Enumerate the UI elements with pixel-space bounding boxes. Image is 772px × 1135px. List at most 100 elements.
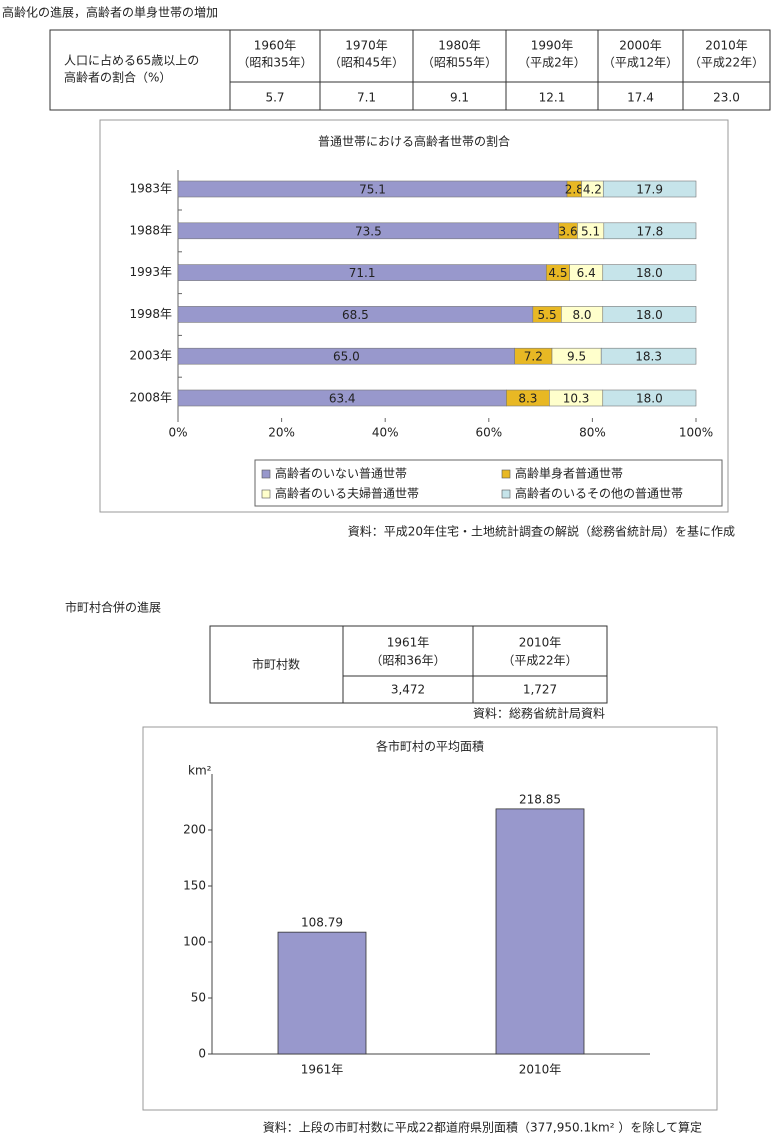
column-year: 2010年 xyxy=(705,39,748,53)
data-label: 18.0 xyxy=(636,308,663,322)
data-label: 65.0 xyxy=(333,350,360,364)
column-era: （平成2年） xyxy=(518,56,586,70)
data-label: 17.9 xyxy=(636,183,663,197)
data-label: 7.2 xyxy=(524,350,543,364)
data-label: 8.0 xyxy=(572,308,591,322)
table-border xyxy=(49,29,771,111)
y-tick-label: 1988年 xyxy=(129,223,172,237)
column-year: 1980年 xyxy=(438,39,481,53)
table-value: 1,727 xyxy=(523,683,557,697)
y-tick-label: 100 xyxy=(183,935,206,949)
legend-label: 高齢単身者普通世帯 xyxy=(515,466,623,481)
data-label: 9.5 xyxy=(567,350,586,364)
source-note: 資料：総務省統計局資料 xyxy=(473,706,605,721)
column-year: 1990年 xyxy=(531,39,574,53)
y-tick-label: 2008年 xyxy=(129,391,172,405)
column-era: （平成22年） xyxy=(502,654,577,668)
legend-swatch xyxy=(261,469,271,479)
legend-label: 高齢者のいるその他の普通世帯 xyxy=(515,486,683,501)
y-tick-label: 200 xyxy=(183,823,206,837)
data-label: 71.1 xyxy=(349,266,376,280)
y-tick-label: 2003年 xyxy=(129,349,172,363)
data-label: 2.8 xyxy=(565,183,584,197)
source-note: 資料：上段の市町村数に平成22都道府県別面積（377,950.1km² ）を除し… xyxy=(263,1120,702,1135)
source-note: 資料：平成20年住宅・土地統計調査の解説（総務省統計局）を基に作成 xyxy=(348,524,735,539)
x-tick-label: 0% xyxy=(168,426,187,440)
bar xyxy=(495,808,585,1055)
bar-segment xyxy=(602,306,697,323)
section-title: 市町村合併の進展 xyxy=(65,600,161,615)
bar-segment xyxy=(602,264,697,281)
y-tick-label: 50 xyxy=(191,991,206,1005)
data-label: 68.5 xyxy=(342,308,369,322)
bar-segment xyxy=(600,347,697,365)
data-label: 218.85 xyxy=(519,792,561,806)
data-label: 3.6 xyxy=(559,224,578,238)
column-era: （昭和45年） xyxy=(329,56,404,70)
x-tick-label: 40% xyxy=(372,426,399,440)
section-title: 高齢化の進展，高齢者の単身世帯の増加 xyxy=(2,5,218,20)
table-value: 7.1 xyxy=(357,91,376,105)
legend-swatch xyxy=(501,489,511,499)
column-era: （平成22年） xyxy=(689,56,764,70)
data-label: 73.5 xyxy=(355,224,382,238)
x-tick-label: 80% xyxy=(579,426,606,440)
chart-title: 普通世帯における高齢者世帯の割合 xyxy=(318,134,510,149)
table-value: 9.1 xyxy=(450,91,469,105)
data-label: 18.0 xyxy=(636,266,663,280)
column-era: （平成12年） xyxy=(603,56,678,70)
column-era: （昭和36年） xyxy=(370,654,445,668)
column-year: 2010年 xyxy=(519,636,562,650)
chart-frame xyxy=(142,726,718,1111)
legend-swatch xyxy=(261,489,271,499)
x-tick-label: 60% xyxy=(475,426,502,440)
data-label: 4.2 xyxy=(583,183,602,197)
y-tick-label: 150 xyxy=(183,879,206,893)
data-label: 108.79 xyxy=(301,916,343,930)
x-tick-label: 100% xyxy=(679,426,713,440)
legend-label: 高齢者のいない普通世帯 xyxy=(275,466,407,481)
data-label: 17.8 xyxy=(637,224,664,238)
table-value: 5.7 xyxy=(265,91,284,105)
data-label: 18.0 xyxy=(636,392,663,406)
data-label: 10.3 xyxy=(563,392,590,406)
table-border xyxy=(209,625,608,704)
bar-segment xyxy=(603,222,697,240)
y-tick-label: 1993年 xyxy=(129,265,172,279)
data-label: 8.3 xyxy=(518,392,537,406)
column-era: （昭和35年） xyxy=(237,56,312,70)
x-tick-label: 2010年 xyxy=(519,1063,562,1077)
data-label: 18.3 xyxy=(635,350,662,364)
column-year: 1960年 xyxy=(254,39,297,53)
bar-segment xyxy=(602,389,697,407)
y-tick-label: 1998年 xyxy=(129,307,172,321)
legend-swatch xyxy=(501,469,511,479)
bar-segment xyxy=(602,180,697,198)
chart-title: 各市町村の平均面積 xyxy=(376,739,484,754)
row-header: 高齢者の割合（%） xyxy=(64,70,171,85)
column-year: 1961年 xyxy=(387,636,430,650)
data-label: 63.4 xyxy=(329,392,356,406)
data-label: 4.5 xyxy=(548,266,567,280)
table-value: 23.0 xyxy=(713,91,740,105)
legend-box xyxy=(254,459,723,507)
data-label: 5.1 xyxy=(581,224,600,238)
y-tick-label: 1983年 xyxy=(129,182,172,196)
data-label: 75.1 xyxy=(359,183,386,197)
legend-label: 高齢者のいる夫婦普通世帯 xyxy=(275,486,419,501)
table-value: 17.4 xyxy=(627,91,654,105)
table-value: 3,472 xyxy=(391,683,425,697)
data-label: 6.4 xyxy=(577,266,596,280)
y-axis-label: km² xyxy=(188,764,212,778)
column-year: 1970年 xyxy=(345,39,388,53)
bar xyxy=(277,931,367,1055)
y-tick-label: 0 xyxy=(198,1047,206,1061)
data-label: 5.5 xyxy=(538,308,557,322)
row-header: 市町村数 xyxy=(252,657,300,672)
column-year: 2000年 xyxy=(619,39,662,53)
table-value: 12.1 xyxy=(539,91,566,105)
row-header: 人口に占める65歳以上の xyxy=(64,53,199,68)
x-tick-label: 20% xyxy=(268,426,295,440)
x-tick-label: 1961年 xyxy=(301,1063,344,1077)
